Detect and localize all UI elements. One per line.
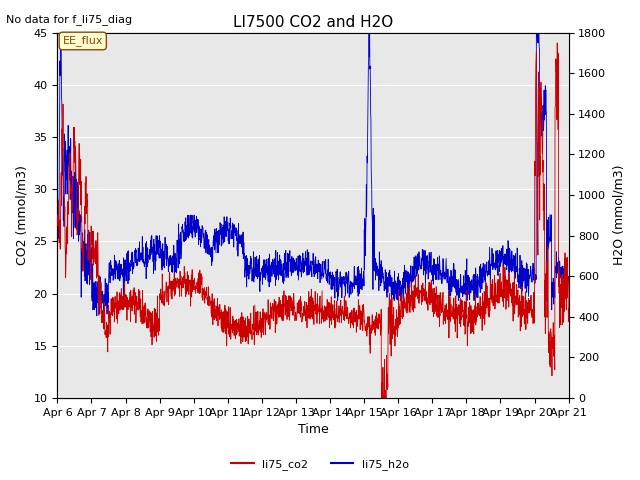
Line: li75_h2o: li75_h2o	[58, 33, 568, 316]
Y-axis label: H2O (mmol/m3): H2O (mmol/m3)	[612, 165, 625, 265]
Text: EE_flux: EE_flux	[63, 36, 103, 47]
X-axis label: Time: Time	[298, 423, 328, 436]
li75_h2o	[100, 313, 108, 319]
li75_h2o	[564, 273, 572, 279]
li75_h2o	[303, 257, 310, 263]
Text: No data for f_li75_diag: No data for f_li75_diag	[6, 14, 132, 25]
li75_co2	[289, 311, 296, 317]
li75_co2	[564, 306, 572, 312]
li75_h2o	[289, 270, 297, 276]
li75_co2	[456, 297, 464, 303]
li75_co2	[79, 243, 87, 249]
li75_h2o	[456, 273, 464, 278]
li75_co2	[550, 352, 557, 358]
li75_h2o	[80, 241, 88, 247]
li75_h2o	[550, 287, 558, 293]
li75_h2o	[57, 30, 65, 36]
li75_co2	[302, 308, 310, 314]
Y-axis label: CO2 (mmol/m3): CO2 (mmol/m3)	[15, 165, 28, 265]
li75_co2	[378, 395, 385, 401]
li75_h2o	[550, 290, 558, 296]
li75_h2o	[54, 213, 61, 219]
Legend: li75_co2, li75_h2o: li75_co2, li75_h2o	[227, 455, 413, 474]
li75_co2	[553, 40, 561, 46]
li75_co2	[54, 220, 61, 226]
Title: LI7500 CO2 and H2O: LI7500 CO2 and H2O	[233, 15, 393, 30]
li75_co2	[550, 333, 558, 338]
Line: li75_co2: li75_co2	[58, 43, 568, 398]
